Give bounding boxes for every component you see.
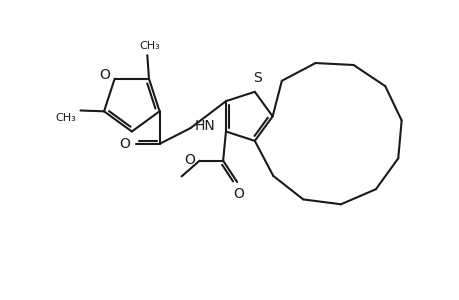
Text: HN: HN	[195, 119, 215, 133]
Text: O: O	[99, 68, 110, 82]
Text: S: S	[252, 71, 261, 85]
Text: O: O	[184, 153, 195, 166]
Text: CH₃: CH₃	[140, 41, 160, 51]
Text: O: O	[232, 187, 243, 201]
Text: CH₃: CH₃	[55, 113, 76, 123]
Text: O: O	[119, 137, 130, 151]
